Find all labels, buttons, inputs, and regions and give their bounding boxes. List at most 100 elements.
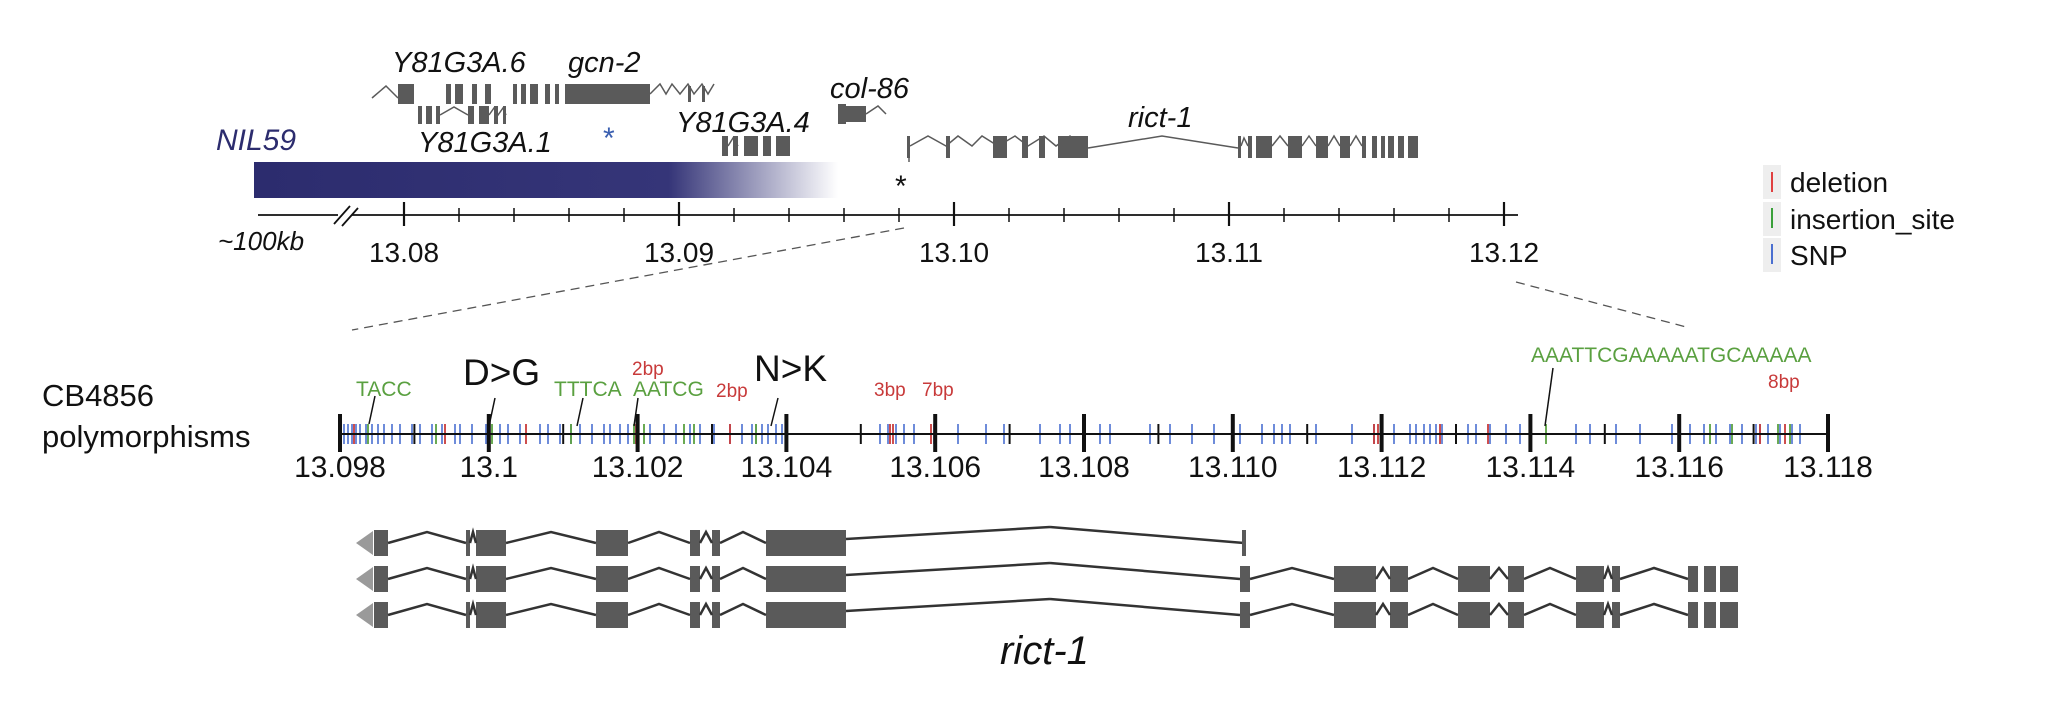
- zoom-line-left: [351, 227, 905, 331]
- star-black: *: [895, 170, 907, 203]
- intron-line: [845, 597, 1051, 613]
- top-tick-label: 13.11: [1195, 237, 1263, 268]
- rict1-transcripts: [356, 525, 1738, 628]
- transcript-3: [356, 597, 1738, 628]
- annot-aatcg: AATCG: [633, 378, 704, 401]
- top-tick-label: 13.09: [644, 237, 714, 268]
- poly-tick-label: 13.108: [1038, 451, 1130, 484]
- exon: [1390, 602, 1408, 628]
- exon: [374, 566, 388, 592]
- exon: [1390, 566, 1408, 592]
- gene-label-col86: col-86: [830, 73, 910, 105]
- poly-tick-label: 13.104: [741, 451, 833, 484]
- exon: [1240, 602, 1250, 628]
- annot-tacc: TACC: [356, 378, 412, 401]
- top-tick-label: 13.12: [1469, 237, 1539, 268]
- exon: [1576, 602, 1604, 628]
- annotation-leaders: [368, 367, 1554, 427]
- intron-line: [627, 530, 691, 545]
- exon: [712, 566, 720, 592]
- exon: [1704, 566, 1716, 592]
- annot-nk: N>K: [754, 348, 827, 389]
- exon: [1242, 530, 1246, 556]
- top-axis-tick-labels: 13.08 13.09 13.10 13.11 13.12: [369, 237, 1539, 268]
- scale-note: ~100kb: [218, 226, 304, 256]
- exon: [374, 602, 388, 628]
- intron-line: [1407, 566, 1459, 581]
- exon: [466, 602, 470, 628]
- intron-line: [1523, 602, 1577, 617]
- exon: [712, 602, 720, 628]
- intron-line: [1249, 602, 1335, 617]
- gene-label-gcn2: gcn-2: [568, 47, 641, 79]
- intron-line: [719, 602, 767, 617]
- poly-title-line1: CB4856: [42, 378, 154, 413]
- exon: [596, 530, 628, 556]
- exon: [596, 566, 628, 592]
- annot-tttca: TTTCA: [554, 378, 622, 401]
- poly-title-line2: polymorphisms: [42, 419, 250, 454]
- star-blue: *: [603, 122, 615, 155]
- exon: [1508, 566, 1524, 592]
- intron-line: [719, 530, 767, 545]
- gene-label-y81g3a4: Y81G3A.4: [676, 107, 810, 139]
- poly-tick-label: 13.118: [1783, 451, 1873, 484]
- strand-arrow: [356, 531, 373, 555]
- strand-arrow: [356, 603, 373, 627]
- transcripts-label: rict-1: [1000, 629, 1089, 673]
- strand-arrow: [356, 567, 373, 591]
- nil-label: NIL59: [216, 124, 296, 157]
- poly-axis-tick-labels: 13.098 13.1 13.102 13.104 13.106 13.108 13.110…: [294, 451, 1873, 484]
- gene-label-y81g3a1: Y81G3A.1: [418, 127, 552, 159]
- exon: [476, 530, 506, 556]
- exon: [466, 530, 470, 556]
- intron-line: [1619, 602, 1689, 617]
- exon: [1334, 566, 1376, 592]
- intron-line: [1602, 564, 1614, 580]
- intron-line: [698, 529, 714, 544]
- exon: [1334, 602, 1376, 628]
- exon: [766, 530, 846, 556]
- exon: [690, 530, 700, 556]
- legend-label-deletion: deletion: [1790, 167, 1888, 198]
- intron-line: [845, 561, 1051, 577]
- exon: [1720, 602, 1738, 628]
- intron-line: [505, 566, 597, 581]
- annot-2bp-a: 2bp: [632, 359, 664, 380]
- intron-line: [387, 602, 467, 617]
- intron-line: [387, 566, 467, 581]
- intron-line: [387, 530, 467, 545]
- intron-line: [698, 565, 714, 580]
- exon: [1508, 602, 1524, 628]
- exon: [766, 566, 846, 592]
- annot-2bp-b: 2bp: [716, 381, 748, 402]
- exon: [476, 566, 506, 592]
- gene-label-rict1-top: rict-1: [1128, 102, 1192, 134]
- exon: [1612, 566, 1620, 592]
- legend: deletion insertion_site SNP: [1763, 165, 1955, 272]
- intron-line: [845, 525, 1051, 541]
- exon: [466, 566, 470, 592]
- intron-line: [1602, 600, 1614, 616]
- intron-line: [468, 563, 478, 580]
- exon: [596, 602, 628, 628]
- exon: [1704, 602, 1716, 628]
- poly-tick-label: 13.102: [592, 451, 684, 484]
- intron-line: [1489, 602, 1509, 616]
- top-axis: [258, 205, 1518, 227]
- zoom-line-right: [1515, 281, 1691, 329]
- intron-line: [468, 599, 478, 616]
- transcript-2: [356, 561, 1738, 592]
- poly-tick-label: 13.106: [889, 451, 981, 484]
- top-axis-ticks: [402, 202, 1506, 226]
- exon: [476, 602, 506, 628]
- intron-line: [505, 602, 597, 617]
- annot-3bp: 3bp: [874, 380, 906, 401]
- intron-line: [1374, 565, 1392, 580]
- poly-tick-label: 13.110: [1188, 451, 1278, 484]
- exon: [1720, 566, 1738, 592]
- nil59-bar: [254, 162, 838, 198]
- poly-axis-ticks: [338, 414, 1830, 452]
- intron-line: [627, 566, 691, 581]
